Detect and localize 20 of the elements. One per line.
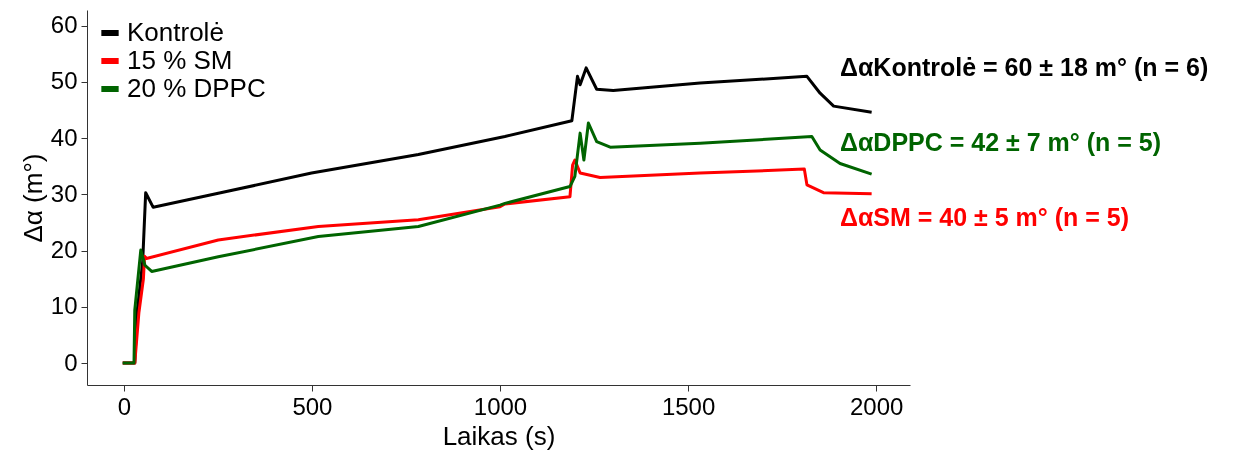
x-tick-label: 1500	[661, 392, 716, 420]
annotation: ΔαSM = 40 ± 5 m° (n = 5)	[840, 203, 1130, 231]
y-tick-label: 20	[50, 236, 78, 264]
legend-label: Kontrolė	[127, 17, 224, 47]
x-tick-label: 500	[292, 392, 333, 420]
annotation: ΔαKontrolė = 60 ± 18 m° (n = 6)	[840, 53, 1209, 81]
x-tick-label: 1000	[473, 392, 528, 420]
x-tick-label: 2000	[849, 392, 904, 420]
legend-label: 20 % DPPC	[127, 73, 266, 103]
y-tick-label: 0	[64, 348, 78, 376]
y-tick-label: 60	[50, 11, 78, 39]
annotation: ΔαDPPC = 42 ± 7 m° (n = 5)	[840, 128, 1162, 156]
y-tick-label: 10	[50, 292, 78, 320]
y-tick-label: 50	[50, 67, 78, 95]
legend-label: 15 % SM	[127, 45, 233, 75]
y-tick-label: 40	[50, 123, 78, 151]
x-tick-label: 0	[117, 392, 132, 420]
x-axis-title: Laikas (s)	[442, 420, 556, 451]
y-axis-title: Δα (m°)	[17, 153, 48, 243]
y-tick-label: 30	[50, 179, 78, 207]
